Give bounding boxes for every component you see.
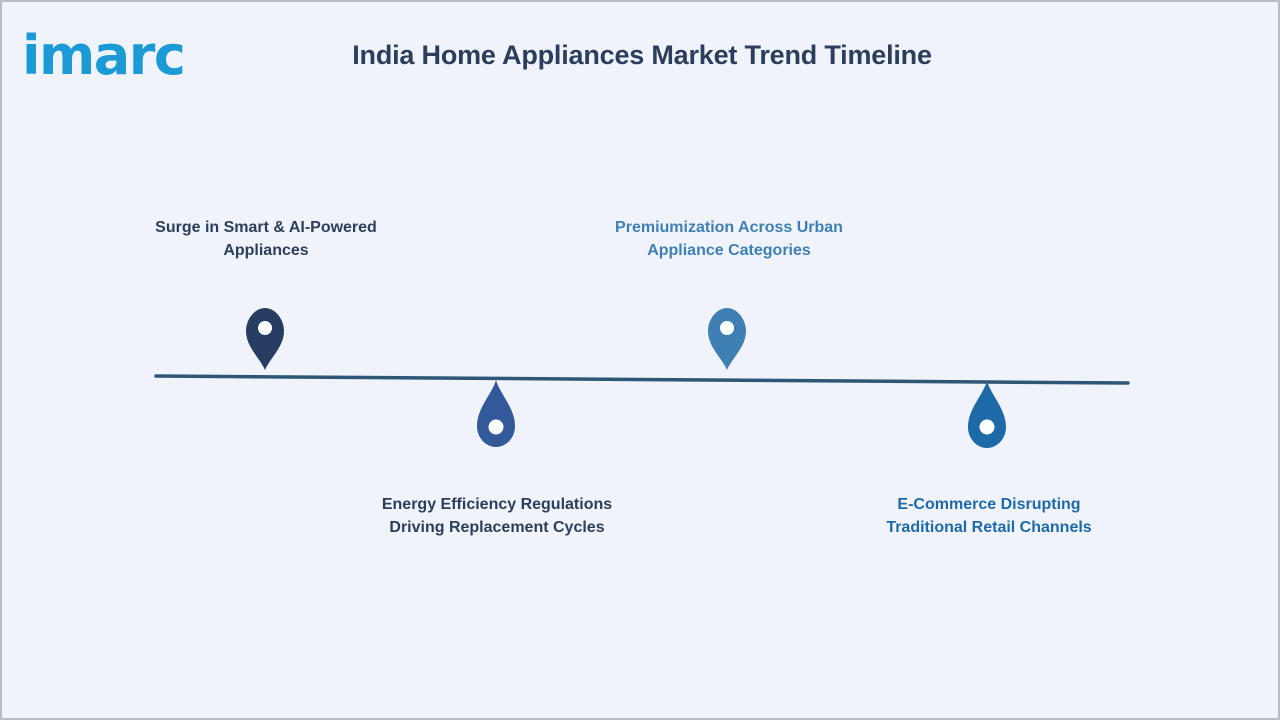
event-label-line: E-Commerce Disrupting	[897, 496, 1081, 513]
imarc-logo: imarc	[22, 24, 186, 82]
drop-pin-icon	[968, 381, 1006, 448]
event-label-premiumization: Premiumization Across Urban Appliance Ca…	[579, 216, 879, 262]
event-label-line: Traditional Retail Channels	[886, 519, 1092, 536]
event-label-smart-ai: Surge in Smart & AI-Powered Appliances	[116, 216, 416, 262]
page-title: India Home Appliances Market Trend Timel…	[352, 40, 932, 70]
event-label-energy-efficiency: Energy Efficiency Regulations Driving Re…	[347, 493, 647, 539]
map-pin-icon	[246, 308, 284, 370]
event-label-line: Surge in Smart & AI-Powered	[155, 219, 377, 236]
drop-pin-icon	[477, 380, 515, 447]
event-label-line: Energy Efficiency Regulations	[381, 496, 613, 513]
event-label-line: Driving Replacement Cycles	[389, 519, 605, 536]
map-pin-icon	[708, 308, 746, 370]
event-label-line: Appliance Categories	[647, 242, 811, 259]
logo-text: imarc	[22, 24, 184, 82]
event-label-line: Appliances	[223, 242, 309, 259]
event-label-ecommerce: E-Commerce Disrupting Traditional Retail…	[839, 493, 1139, 539]
event-label-line: Premiumization Across Urban	[615, 219, 843, 236]
timeline-line	[154, 374, 1130, 385]
